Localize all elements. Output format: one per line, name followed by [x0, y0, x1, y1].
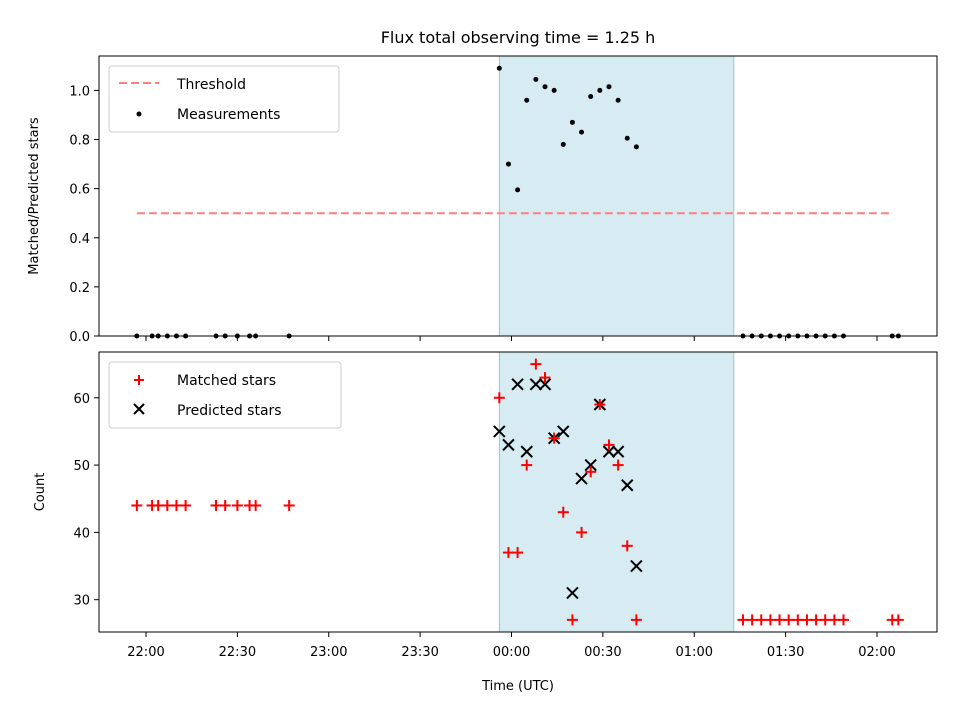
top-legend-box	[108, 65, 340, 133]
x-tick-label: 02:00	[858, 645, 895, 660]
bottom-legend-box	[108, 361, 342, 429]
matched-star-point	[630, 614, 642, 626]
bottom-y-axis-ticks: 30 40 50 60	[73, 392, 99, 609]
x-tick-label: 23:30	[401, 645, 438, 660]
matched-star-point	[219, 499, 231, 511]
matched-star-point	[250, 499, 262, 511]
legend-measurements-swatch	[136, 111, 142, 117]
matched-star-point	[231, 499, 243, 511]
legend-measurements-label: Measurements	[177, 107, 280, 123]
legend-threshold-label: Threshold	[176, 77, 246, 93]
matched-star-point	[131, 499, 143, 511]
matched-star-point	[837, 614, 849, 626]
top-y-tick-label: 0.8	[69, 134, 90, 149]
measurement-point	[615, 97, 621, 103]
predicted-star-point	[520, 445, 533, 458]
measurement-point	[505, 161, 511, 167]
matched-star-point	[539, 372, 551, 384]
legend-predicted-label: Predicted stars	[177, 403, 282, 419]
measurement-point	[533, 76, 539, 82]
predicted-star-point	[557, 425, 570, 438]
predicted-star-point	[529, 378, 543, 391]
measurement-point	[597, 87, 603, 93]
top-panel: 0.0 0.2 0.4 0.6 0.8 1.0 Matched/Predicted sta…	[27, 55, 938, 345]
matched-star-point	[576, 526, 588, 538]
predicted-star-point	[538, 378, 552, 391]
predicted-star-point	[584, 458, 597, 472]
bottom-y-tick-label: 60	[73, 392, 90, 407]
predicted-star-point	[502, 438, 515, 452]
measurement-point	[579, 129, 585, 135]
matched-star-point	[521, 459, 533, 471]
x-tick-label: 01:30	[767, 645, 804, 660]
predicted-star-point	[621, 479, 634, 492]
matched-star-point	[512, 547, 524, 559]
top-y-tick-label: 1.0	[69, 84, 90, 99]
legend-matched-label: Matched stars	[177, 373, 276, 389]
measurement-point	[633, 144, 639, 150]
matched-star-point	[621, 540, 633, 552]
measurement-point	[588, 94, 594, 100]
matched-star-point	[585, 466, 597, 478]
bottom-y-tick-label: 40	[73, 526, 90, 541]
bottom-plot-frame	[98, 351, 938, 633]
top-x-axis-ticks	[145, 336, 878, 341]
x-axis-label: Time (UTC)	[481, 679, 554, 694]
top-y-axis-label: Matched/Predicted stars	[27, 117, 42, 275]
bottom-panel: 30 40 50 60 22:00 22:30 23:00 23:30 00:00 00:30 0…	[33, 351, 938, 694]
measurement-point	[569, 119, 575, 125]
predicted-star-point	[575, 472, 588, 485]
predicted-star-point	[511, 378, 524, 391]
bottom-y-axis-label: Count	[33, 473, 48, 512]
matched-star-point	[603, 439, 615, 451]
measurement-point	[560, 141, 566, 147]
measurement-point	[551, 87, 557, 93]
predicted-star-point	[602, 445, 616, 458]
predicted-star-point	[566, 586, 579, 600]
x-tick-label: 01:00	[676, 645, 713, 660]
legend-matched-swatch	[134, 375, 144, 385]
matched-star-point	[180, 499, 192, 511]
predicted-star-point	[493, 425, 506, 438]
bottom-y-tick-label: 50	[73, 459, 90, 474]
predicted-star-point	[630, 559, 643, 573]
x-tick-label: 22:30	[219, 645, 256, 660]
chart-title: Flux total observing time = 1.25 h	[381, 28, 656, 47]
measurement-point	[542, 84, 548, 90]
top-plot-frame	[98, 55, 938, 337]
x-tick-label: 23:00	[310, 645, 347, 660]
matched-star-point	[566, 614, 578, 626]
measurement-point	[496, 65, 502, 71]
count-points	[131, 358, 904, 626]
top-shaded-band	[498, 55, 735, 337]
top-y-axis-ticks: 0.0 0.2 0.4 0.6 0.8 1.0	[69, 84, 99, 345]
bottom-shaded-band	[498, 351, 735, 633]
matched-star-point	[530, 358, 542, 370]
x-tick-label: 00:00	[493, 645, 530, 660]
bottom-x-axis-ticks: 22:00 22:30 23:00 23:30 00:00 00:30 01:00 01:30…	[127, 632, 896, 660]
top-legend: Threshold Measurements	[108, 65, 340, 133]
matched-star-point	[557, 506, 569, 518]
top-y-tick-label: 0.6	[69, 183, 90, 198]
top-y-tick-label: 0.4	[69, 232, 90, 247]
matched-star-point	[612, 459, 624, 471]
measurement-point	[524, 97, 530, 103]
predicted-star-point	[611, 445, 625, 458]
bottom-legend: Matched stars Predicted stars	[108, 361, 342, 429]
measurement-point	[515, 187, 521, 193]
matched-star-point	[283, 499, 295, 511]
top-y-tick-label: 0.2	[69, 281, 90, 296]
measurement-point	[606, 84, 612, 90]
x-tick-label: 00:30	[584, 645, 621, 660]
matched-star-point	[594, 399, 606, 410]
matched-star-point	[493, 392, 505, 404]
x-tick-label: 22:00	[127, 645, 164, 660]
legend-predicted-swatch	[133, 403, 145, 415]
matched-star-point	[892, 614, 904, 626]
measurement-point	[624, 135, 630, 141]
matched-star-point	[548, 432, 560, 444]
bottom-y-tick-label: 30	[73, 594, 90, 609]
top-y-tick-label: 0.0	[69, 330, 90, 345]
